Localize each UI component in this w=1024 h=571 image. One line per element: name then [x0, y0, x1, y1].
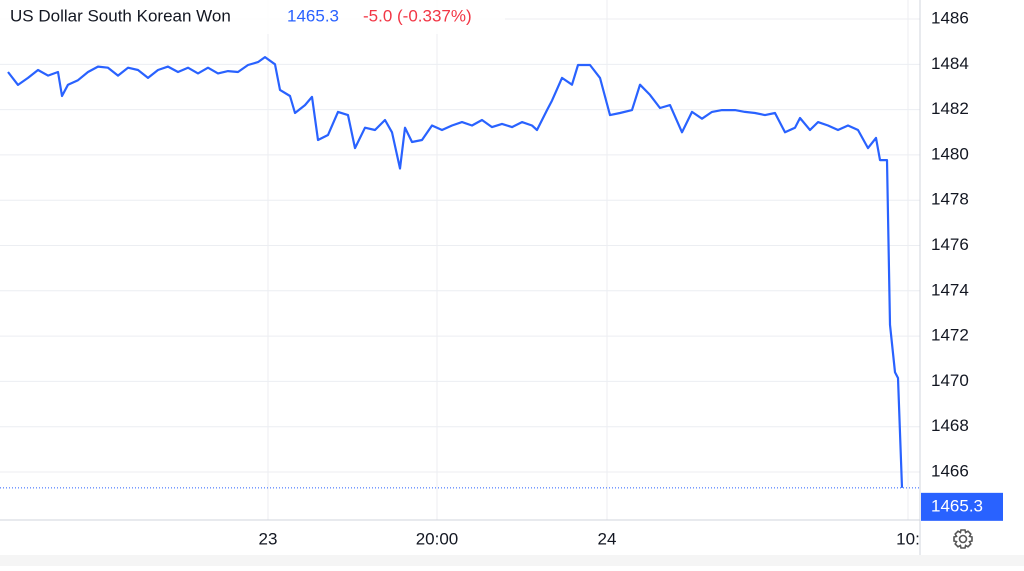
y-tick-label: 1474 — [931, 280, 969, 299]
price-change: -5.0 (-0.337%) — [363, 6, 472, 25]
footer-strip — [0, 555, 1024, 566]
header-bg — [0, 0, 505, 34]
last-price: 1465.3 — [287, 6, 339, 25]
y-tick-label: 1466 — [931, 461, 969, 480]
y-tick-label: 1468 — [931, 416, 969, 435]
y-tick-label: 1470 — [931, 371, 969, 390]
y-tick-label: 1482 — [931, 99, 969, 118]
x-tick-label: 10: — [896, 529, 920, 548]
grid — [0, 0, 920, 520]
x-tick-label: 23 — [259, 529, 278, 548]
price-tag-label: 1465.3 — [931, 496, 983, 515]
price-line — [7, 56, 904, 488]
y-tick-label: 1472 — [931, 326, 969, 345]
y-tick-label: 1476 — [931, 235, 969, 254]
x-tick-label: 20:00 — [416, 529, 459, 548]
x-tick-label: 24 — [598, 529, 617, 548]
y-tick-label: 1484 — [931, 54, 969, 73]
labels: 1466 1468 1470 1472 1474 1476 1478 1480 1482 1484… — [259, 9, 1003, 548]
y-tick-label: 1480 — [931, 144, 969, 163]
y-tick-label: 1478 — [931, 190, 969, 209]
settings-icon[interactable] — [953, 529, 973, 549]
price-tag — [921, 492, 1003, 521]
plot — [0, 56, 920, 489]
y-tick-label: 1486 — [931, 9, 969, 28]
chart-title: US Dollar South Korean Won — [10, 6, 231, 25]
